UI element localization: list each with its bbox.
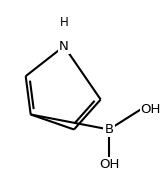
Text: N: N <box>59 40 69 53</box>
Text: OH: OH <box>99 158 119 171</box>
Text: OH: OH <box>141 103 161 116</box>
Text: B: B <box>104 123 114 136</box>
Text: H: H <box>60 16 68 29</box>
